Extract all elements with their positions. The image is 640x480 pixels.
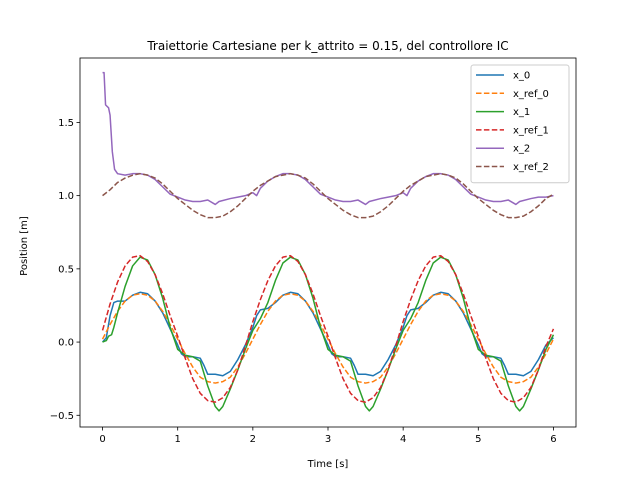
x-tick-label: 3 [325,434,331,445]
y-tick-label: 0.0 [58,338,74,349]
series-line-x-0 [101,291,554,377]
series-line-x-ref-2 [102,172,554,219]
x-tick-label: 4 [400,434,406,445]
series-line-x-1 [102,256,555,412]
y-tick-label: −0.5 [50,411,74,422]
chart-title: Traiettorie Cartesiane per k_attrito = 0… [146,39,508,53]
series-line-x-ref-1 [101,254,555,403]
series-line-x-ref-0 [101,293,555,384]
legend-label-x-ref-2: x_ref_2 [513,162,549,173]
x-tick-label: 1 [175,434,181,445]
legend-label-x-1: x_1 [513,107,530,118]
y-axis-label: Position [m] [19,216,30,276]
x-tick-label: 5 [475,434,481,445]
x-tick-label: 0 [99,434,105,445]
x-tick-label: 6 [550,434,556,445]
legend-label-x-ref-1: x_ref_1 [513,125,549,136]
y-tick-label: 1.0 [58,191,74,202]
legend: x_0 x_ref_0 x_1 x_ref_1 x_2 x_ref_2 [470,64,570,184]
legend-label-x-2: x_2 [513,144,530,155]
y-tick-label: 0.5 [58,264,74,275]
legend-label-x-0: x_0 [513,71,530,82]
y-tick-label: 1.5 [58,118,74,129]
legend-frame [470,64,570,184]
plot-area: 0 1 2 3 4 5 6 −0.5 0.0 0.5 1.0 1.5 [50,57,577,445]
x-axis-label: Time [s] [307,459,349,470]
x-tick-label: 2 [250,434,256,445]
legend-label-x-ref-0: x_ref_0 [513,89,549,100]
series-line-x-2 [102,71,554,206]
